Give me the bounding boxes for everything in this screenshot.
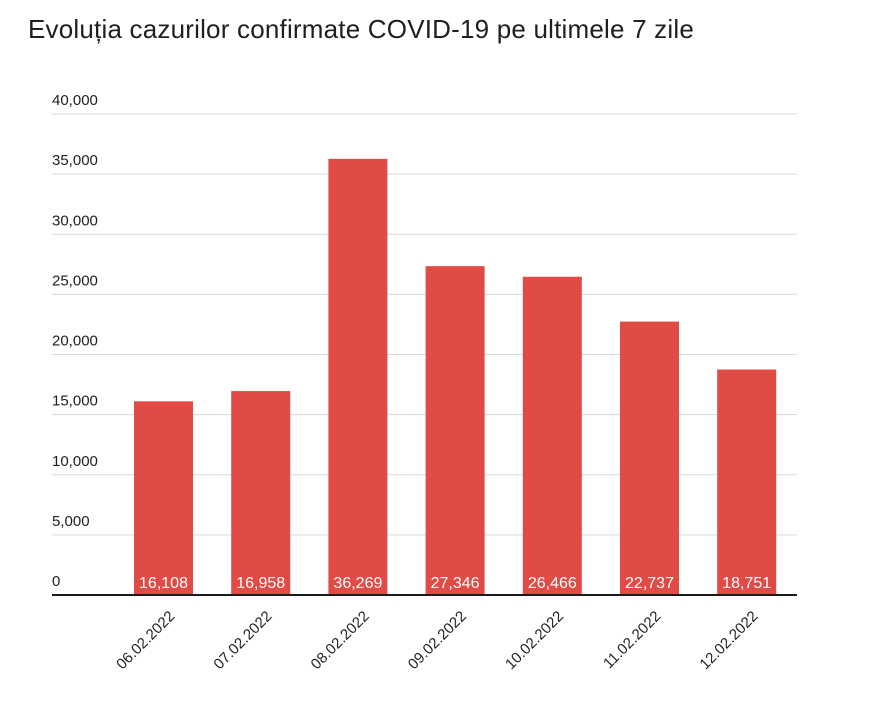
x-tick-label: 07.02.2022 (210, 608, 275, 673)
x-axis-ticks: 06.02.2022 07.02.2022 08.02.2022 09.02.2022… (113, 608, 761, 673)
bar-value-label: 18,751 (722, 575, 771, 592)
y-tick-label: 15,000 (52, 393, 98, 410)
bar (328, 158, 388, 595)
y-tick-label: 0 (52, 573, 60, 590)
bar (620, 321, 679, 595)
x-tick-label: 08.02.2022 (308, 608, 373, 673)
x-tick-label: 11.02.2022 (600, 608, 664, 672)
bars (134, 158, 777, 595)
chart-title: Evoluția cazurilor confirmate COVID-19 p… (28, 14, 694, 44)
bar-value-label: 16,108 (139, 575, 188, 592)
y-tick-label: 40,000 (52, 92, 98, 109)
bar-value-label: 26,466 (528, 575, 577, 592)
bar (522, 276, 582, 595)
bar-value-label: 27,346 (431, 575, 480, 592)
bar (231, 391, 291, 595)
x-tick-label: 10.02.2022 (502, 608, 567, 673)
y-tick-label: 10,000 (52, 453, 98, 470)
y-tick-label: 30,000 (52, 212, 98, 229)
bar (134, 401, 193, 595)
bar (425, 266, 485, 595)
x-tick-label: 06.02.2022 (113, 608, 178, 673)
x-tick-label: 09.02.2022 (405, 608, 470, 673)
bar-value-label: 16,958 (236, 575, 285, 592)
x-tick-label: 12.02.2022 (696, 608, 761, 673)
y-axis-ticks: 0 5,000 10,000 15,000 20,000 25,000 30,000 35,0… (52, 92, 98, 590)
bar-value-label: 22,737 (625, 575, 674, 592)
bar (717, 369, 777, 595)
bar-value-labels: 16,108 16,958 36,269 27,346 26,466 22,737 18,7… (139, 575, 771, 592)
y-tick-label: 5,000 (52, 513, 90, 530)
bar-value-label: 36,269 (333, 575, 382, 592)
y-tick-label: 35,000 (52, 152, 98, 169)
y-tick-label: 25,000 (52, 272, 98, 289)
y-tick-label: 20,000 (52, 333, 98, 350)
